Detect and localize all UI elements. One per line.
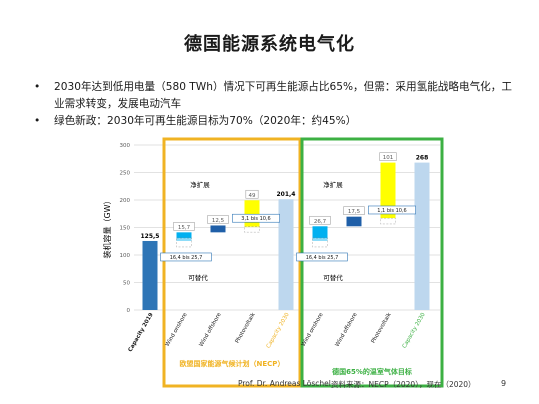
bullet-marker: •	[34, 115, 41, 127]
bullet-text: 2030年达到低用电量（580 TWh）情况下可再生能源占比65%，但需：采用氢…	[54, 81, 512, 110]
bullet-list: • 2030年达到低用电量（580 TWh）情况下可再生能源占比65%，但需：采…	[34, 79, 514, 130]
x-category-label: Wind onshore	[165, 311, 189, 347]
x-category-label: Photovoltaik	[370, 311, 393, 344]
waterfall-bar	[346, 216, 362, 227]
net-expansion-label: 净扩展	[323, 180, 343, 189]
bar-value-label: 101	[383, 155, 394, 161]
waterfall-bar	[176, 232, 192, 241]
x-category-label: Wind offshore	[199, 311, 223, 347]
waterfall-bar	[142, 240, 158, 310]
bullet-item: • 绿色新政：2030年可再生能源目标为70%（2020年：约45%）	[34, 113, 514, 130]
waterfall-bar	[414, 162, 430, 310]
replaceable-segment	[244, 226, 260, 233]
bullet-text: 绿色新政：2030年可再生能源目标为70%（2020年：约45%）	[54, 115, 357, 127]
bar-value-label: 15,7	[178, 225, 191, 231]
bar-value-label: 12,5	[212, 218, 225, 224]
y-tick-label: 200	[120, 198, 131, 204]
replaceable-segment	[176, 237, 192, 248]
bar-value-label: 125,5	[141, 233, 160, 240]
bar-value-box	[173, 222, 195, 231]
replaceable-range-label: 3,1 bis 10,6	[241, 216, 270, 222]
waterfall-bar	[278, 199, 294, 310]
group-label-ghg65: 德国65%的温室气体目标	[332, 367, 412, 376]
replaceable-label: 可替代	[188, 273, 208, 282]
waterfall-bar	[244, 200, 260, 228]
bar-value-label: 26,7	[314, 219, 327, 225]
footer-author: Prof. Dr. Andreas Löschel	[238, 379, 331, 388]
net-expansion-label: 净扩展	[190, 180, 210, 189]
replaceable-range-label: 1,1 bis 10,6	[377, 208, 406, 214]
y-tick-label: 50	[123, 281, 130, 287]
x-category-label: Capacity 2019	[128, 312, 155, 353]
page-number: 9	[501, 379, 507, 388]
replaceable-range-box	[296, 252, 348, 262]
bar-value-label: 49	[249, 193, 256, 199]
group-label-necp: 欧盟国家能源气候计划（NECP）	[180, 359, 285, 368]
group-frame-necp	[162, 137, 302, 388]
replaceable-segment	[380, 217, 396, 225]
group-frame-ghg65	[300, 137, 444, 388]
y-axis-label: 装机容量（GW）	[102, 196, 112, 258]
bar-value-label: 268	[416, 155, 429, 162]
bar-value-label: 201,4	[277, 191, 296, 198]
x-category-label: Wind onshore	[301, 311, 325, 347]
bar-value-box	[245, 189, 259, 199]
bar-value-box	[343, 206, 365, 215]
replaceable-range-box	[368, 205, 416, 215]
replaceable-range-box	[160, 252, 212, 262]
x-category-label: Wind offshore	[335, 311, 359, 347]
waterfall-bar	[380, 162, 396, 219]
x-category-label: Capacity 2030	[402, 312, 427, 350]
y-tick-label: 300	[120, 143, 131, 149]
bar-value-box	[309, 215, 331, 225]
waterfall-bar	[210, 225, 226, 233]
replaceable-range-label: 16,4 bis 25,7	[170, 255, 203, 261]
y-tick-label: 250	[120, 171, 131, 177]
replaceable-range-box	[232, 213, 280, 223]
y-tick-label: 100	[120, 253, 131, 259]
slide-title: 德国能源系统电气化	[184, 34, 355, 55]
y-tick-label: 0	[127, 308, 131, 314]
waterfall-bar	[312, 226, 328, 241]
replaceable-label: 可替代	[323, 273, 343, 282]
bar-value-box	[379, 152, 397, 161]
y-tick-label: 150	[120, 226, 131, 232]
bullet-marker: •	[34, 81, 41, 93]
bar-value-label: 17,5	[348, 209, 361, 215]
x-category-label: Capacity 2030	[266, 312, 291, 350]
x-category-label: Photovoltaik	[234, 311, 257, 344]
replaceable-range-label: 16,4 bis 25,7	[306, 255, 339, 261]
footer-source: 资料来源：NECP（2020），现在（2020）	[331, 380, 476, 389]
bar-value-box	[207, 215, 229, 224]
replaceable-segment	[312, 237, 328, 248]
bullet-item: • 2030年达到低用电量（580 TWh）情况下可再生能源占比65%，但需：采…	[34, 79, 514, 113]
